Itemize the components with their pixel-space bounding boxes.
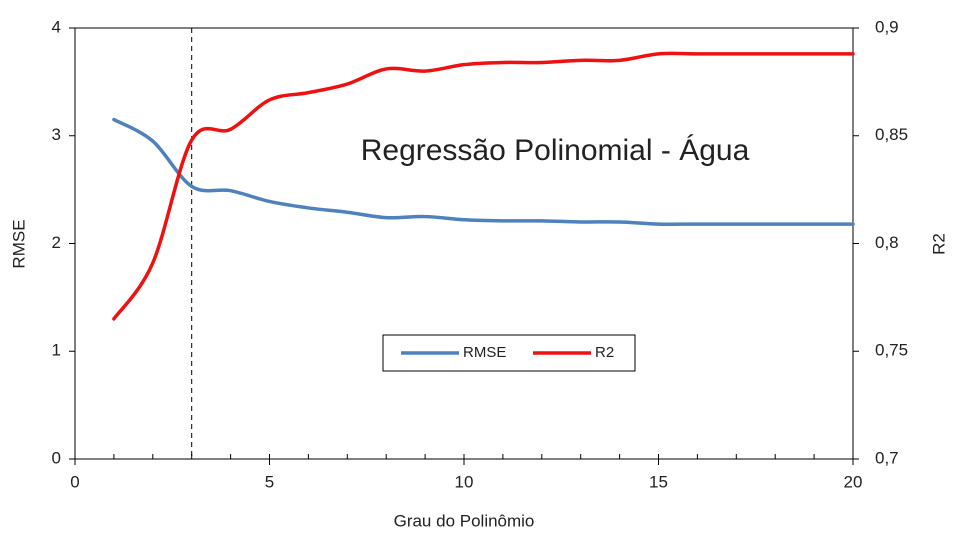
x-axis-label: Grau do Polinômio — [394, 511, 535, 530]
y2-tick-label: 0,85 — [875, 125, 908, 144]
line-series — [112, 51, 855, 321]
y-axis-label: RMSE — [9, 219, 28, 268]
x-tick-label: 20 — [844, 472, 863, 491]
x-tick-label: 0 — [70, 472, 79, 491]
y2-tick-label: 0,75 — [875, 341, 908, 360]
y2-tick-label: 0,8 — [875, 233, 899, 252]
y-tick-label: 0 — [52, 448, 61, 467]
y2-tick-label: 0,9 — [875, 17, 899, 36]
y-tick-label: 4 — [52, 17, 61, 36]
x-tick-label: 15 — [649, 472, 668, 491]
y-tick-label: 2 — [52, 233, 61, 252]
annotation: Regressão Polinomial - Água — [361, 134, 750, 167]
y2-tick-label: 0,7 — [875, 448, 899, 467]
x-tick-label: 10 — [455, 472, 474, 491]
x-tick-label: 5 — [265, 472, 274, 491]
y2-axis-label: R2 — [929, 233, 948, 255]
legend-label: RMSE — [463, 344, 506, 361]
legend-label: R2 — [595, 344, 614, 361]
y-tick-label: 1 — [52, 341, 61, 360]
line-series — [112, 117, 855, 227]
y-tick-label: 3 — [52, 125, 61, 144]
